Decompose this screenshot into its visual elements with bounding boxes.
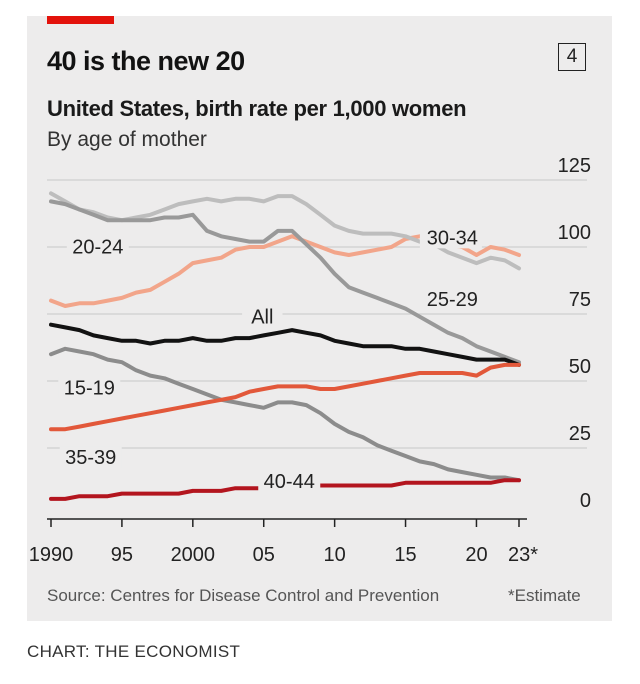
series-label-background bbox=[419, 226, 482, 249]
x-tick-label: 20 bbox=[465, 544, 487, 566]
series-labels: 20-24 30-34 25-29 All 15-19 35-39 40-44 bbox=[58, 226, 482, 493]
x-tick-label: 1990 bbox=[29, 544, 74, 566]
x-axis: 1990 95 2000 05 10 15 20 23* bbox=[29, 518, 538, 566]
series-label-35-39: 35-39 bbox=[65, 447, 116, 469]
y-tick-label: 75 bbox=[569, 289, 591, 311]
series-label-all: All bbox=[251, 306, 273, 328]
chart-subtitle: United States, birth rate per 1,000 wome… bbox=[47, 96, 467, 121]
series-label-25-29: 25-29 bbox=[427, 289, 478, 311]
chart-card: 40 is the new 20 4 United States, birth … bbox=[27, 16, 612, 621]
series-label-40-44: 40-44 bbox=[264, 471, 315, 493]
y-axis: 0 25 50 75 100 125 bbox=[558, 155, 591, 512]
x-tick-label: 23* bbox=[508, 544, 538, 566]
series-line-15-19 bbox=[49, 346, 521, 483]
series-label-background bbox=[419, 287, 482, 310]
x-tick-label: 95 bbox=[111, 544, 133, 566]
y-tick-label: 50 bbox=[569, 356, 591, 378]
x-tick-label: 10 bbox=[324, 544, 346, 566]
chart-subtitle-secondary: By age of mother bbox=[47, 128, 207, 151]
brand-accent-bar bbox=[47, 16, 114, 24]
chart-credit: CHART: THE ECONOMIST bbox=[27, 642, 241, 661]
chart-number-badge: 4 bbox=[558, 43, 586, 71]
y-tick-label: 125 bbox=[558, 155, 591, 177]
series-line-35-39 bbox=[49, 362, 521, 432]
series-line-20-24 bbox=[49, 199, 521, 365]
series-line-all bbox=[49, 322, 521, 367]
estimate-footnote: *Estimate bbox=[508, 586, 581, 605]
chart-title: 40 is the new 20 bbox=[47, 46, 245, 76]
series-label-background bbox=[59, 446, 122, 469]
line-chart: 20-24 30-34 25-29 All 15-19 35-39 40-44 0 25 50 7… bbox=[29, 155, 591, 566]
y-tick-label: 0 bbox=[580, 490, 591, 512]
y-tick-label: 100 bbox=[558, 222, 591, 244]
x-tick-label: 05 bbox=[253, 544, 275, 566]
series-label-30-34: 30-34 bbox=[427, 227, 478, 249]
x-tick-label: 2000 bbox=[171, 544, 216, 566]
series-label-20-24: 20-24 bbox=[72, 237, 123, 259]
series-label-background bbox=[258, 470, 321, 493]
series-label-background bbox=[66, 235, 129, 258]
series-label-background bbox=[58, 376, 121, 399]
source-note: Source: Centres for Disease Control and … bbox=[47, 586, 440, 605]
x-tick-label: 15 bbox=[394, 544, 416, 566]
series-label-background bbox=[242, 305, 283, 328]
series-label-15-19: 15-19 bbox=[64, 377, 115, 399]
y-tick-label: 25 bbox=[569, 423, 591, 445]
